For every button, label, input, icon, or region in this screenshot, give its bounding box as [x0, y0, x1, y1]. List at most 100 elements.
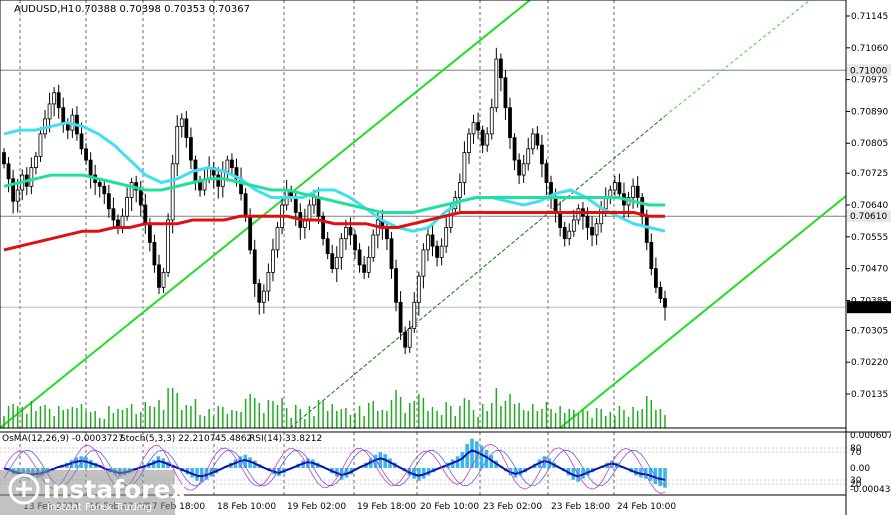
indicator-bottom-label: -0.000435 — [850, 485, 891, 495]
x-tick-label: 23 Feb 02:00 — [483, 502, 542, 512]
brand-tagline: Instant Forex Trading — [47, 502, 152, 513]
candle-body — [517, 159, 522, 176]
osma-bar — [200, 468, 204, 482]
candle-body — [143, 204, 148, 225]
y-tick-label: 0.70555 — [851, 233, 888, 243]
x-tick-label: 24 Feb 10:00 — [617, 502, 676, 512]
candle-body — [585, 215, 590, 228]
osma-bar — [648, 468, 653, 481]
osma-bar — [470, 438, 474, 468]
x-tick-label: 18 Feb 10:00 — [217, 502, 276, 512]
indicator-level-label: 80 — [850, 444, 862, 454]
osma-bar — [378, 452, 383, 468]
candle-body — [56, 92, 61, 109]
candle-body — [471, 122, 476, 135]
channel-mid-extension — [664, 0, 811, 117]
brand-name: instaforex — [43, 475, 187, 504]
osma-bar — [84, 457, 88, 468]
candle-body — [644, 215, 649, 243]
candle-body — [362, 264, 367, 273]
price-label-bg — [847, 64, 891, 77]
candle-body — [29, 167, 34, 187]
channel-mid-line — [289, 115, 666, 429]
osma-bar — [2, 468, 6, 469]
candle-body — [225, 159, 230, 172]
candle-body — [248, 215, 253, 251]
candle-body — [448, 208, 453, 228]
candle-body — [576, 208, 581, 221]
osma-bar — [421, 468, 426, 479]
ma-line — [3, 121, 666, 233]
osma-bar — [339, 468, 344, 480]
candle-body — [84, 148, 88, 161]
candle-body — [467, 133, 471, 154]
candle-body — [553, 197, 558, 213]
osma-bar — [663, 468, 667, 488]
candle-body — [571, 219, 576, 232]
osma-label: OsMA(12,26,9) -0.0003727 — [2, 434, 124, 444]
candle-body — [129, 182, 134, 198]
candle-body — [316, 197, 321, 217]
candle-body — [293, 197, 298, 213]
candle-body — [61, 107, 66, 124]
indicator-level-label: 20 — [850, 480, 862, 490]
candle-body — [457, 182, 462, 198]
y-tick-label: 0.70890 — [851, 107, 888, 117]
channel-lower-line — [559, 195, 847, 429]
candle-body — [558, 212, 563, 228]
candle-body — [412, 301, 417, 329]
candle-body — [52, 92, 57, 105]
brand-logo-icon — [8, 473, 40, 505]
candle-body — [521, 163, 526, 176]
candle-body — [166, 219, 171, 273]
ohlc-label: 0.70388 0.70398 0.70353 0.70367 — [75, 4, 250, 15]
candle-body — [102, 185, 107, 195]
indicator-top-label: 0.000607 — [850, 431, 891, 441]
brand-logo-cross — [16, 481, 32, 497]
x-tick-label: 19 Feb 18:00 — [357, 502, 416, 512]
candle-body — [480, 129, 485, 146]
candle-body — [170, 163, 175, 221]
candle-body — [138, 189, 143, 206]
candle-body — [631, 185, 635, 198]
osma-bar — [156, 456, 161, 468]
candle-body — [275, 227, 280, 251]
candle-body — [462, 152, 467, 183]
candle-body — [11, 178, 16, 202]
osma-bar — [484, 449, 489, 468]
y-tick-label: 0.70305 — [851, 326, 888, 336]
candle-body — [494, 58, 499, 109]
candle-body — [184, 118, 189, 139]
candle-body — [366, 256, 371, 273]
candle-body — [38, 133, 43, 157]
rsi-label: RSI(14) 33.8212 — [249, 434, 322, 444]
y-tick-label: 0.70640 — [851, 201, 888, 211]
candle-body — [544, 163, 549, 183]
osma-bar — [383, 454, 387, 468]
x-tick-label: 19 Feb 02:00 — [287, 502, 346, 512]
candle-body — [257, 283, 262, 303]
candle-body — [161, 271, 166, 288]
volume-bars — [3, 388, 666, 428]
candle-body — [612, 182, 617, 191]
candle-body — [439, 245, 444, 258]
candle-body — [189, 137, 193, 161]
stoch-signal-label: 45.4862 — [215, 434, 252, 444]
candle-body — [663, 298, 667, 308]
candle-body — [640, 197, 645, 217]
candle-body — [540, 144, 544, 165]
indicator-level-label: 30 — [850, 476, 862, 486]
candle-body — [421, 249, 426, 277]
candle-body — [371, 234, 376, 258]
candle-body — [198, 182, 202, 191]
candle-body — [398, 301, 403, 333]
candle-body — [426, 234, 430, 251]
osma-bar — [455, 456, 460, 468]
osma-bar — [479, 445, 484, 468]
candle-body — [120, 215, 125, 228]
y-tick-label: 0.70220 — [851, 358, 888, 368]
candle-body — [88, 159, 93, 176]
osma-bar — [571, 468, 576, 480]
candle-body — [343, 227, 348, 240]
candle-body — [147, 223, 152, 243]
